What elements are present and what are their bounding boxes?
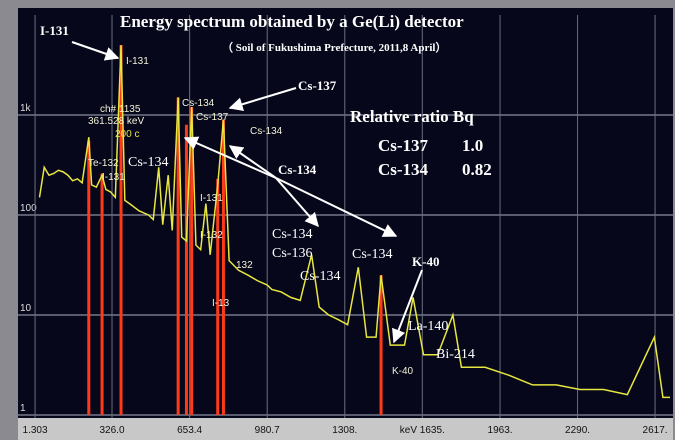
x-tick-label: 1.303 xyxy=(23,425,48,436)
ratio-nuclide: Cs-134 xyxy=(378,160,429,179)
label: Cs-134 xyxy=(300,269,340,284)
subtitle: （ Soil of Fukushima Prefecture, 2011,8 A… xyxy=(222,41,447,54)
label: Cs-134 xyxy=(182,98,215,109)
label: Cs-137 xyxy=(298,78,337,93)
x-tick-label: keV 1635. xyxy=(400,425,445,436)
label: Cs-134 xyxy=(352,247,392,262)
chart: 1101001k 1.303326.0653.4980.71308.keV 16… xyxy=(0,0,675,440)
label: Cs-134 xyxy=(128,155,168,170)
label: Cs-134 xyxy=(278,162,317,177)
y-tick-label: 1 xyxy=(20,403,26,414)
readout: ch# 1135 xyxy=(100,104,141,115)
label: I-131 xyxy=(40,23,69,38)
x-tick-label: 980.7 xyxy=(255,425,280,436)
label: Bi-214 xyxy=(436,347,475,362)
label: Te-132 xyxy=(88,158,119,169)
label: Cs-137 xyxy=(196,112,229,123)
ratio-value: 1.0 xyxy=(462,136,483,155)
label: K-40 xyxy=(392,366,414,377)
label: I-132 xyxy=(200,230,223,241)
label: I-13 xyxy=(212,298,230,309)
plot-background xyxy=(18,8,673,418)
label: K-40 xyxy=(412,254,439,269)
label: Cs-136 xyxy=(272,246,312,261)
x-tick-label: 2290. xyxy=(565,425,590,436)
label: Cs-134 xyxy=(250,126,283,137)
ratio-nuclide: Cs-137 xyxy=(378,136,429,155)
x-tick-label: 326.0 xyxy=(99,425,124,436)
y-tick-label: 1k xyxy=(20,103,32,114)
ratio-value: 0.82 xyxy=(462,160,492,179)
readout: 200 c xyxy=(115,129,139,140)
ratio-title: Relative ratio Bq xyxy=(350,107,474,126)
label: I-131 xyxy=(102,172,125,183)
title: Energy spectrum obtained by a Ge(Li) det… xyxy=(120,12,464,31)
x-ticks: 1.303 326.0 653.4 980.7 1308. keV 1635. 1963. 2… xyxy=(23,425,668,436)
x-tick-label: 653.4 xyxy=(177,425,202,436)
label: Cs-134 xyxy=(272,227,312,242)
label: I-131 xyxy=(126,56,149,67)
x-tick-label: 1308. xyxy=(332,425,357,436)
label: I-131 xyxy=(200,193,223,204)
y-tick-label: 10 xyxy=(20,303,32,314)
readout: 361.528 keV xyxy=(88,116,144,127)
label: 132 xyxy=(236,260,253,271)
x-tick-label: 1963. xyxy=(488,425,513,436)
label: La-140 xyxy=(408,319,448,334)
x-tick-label: 2617. xyxy=(643,425,668,436)
